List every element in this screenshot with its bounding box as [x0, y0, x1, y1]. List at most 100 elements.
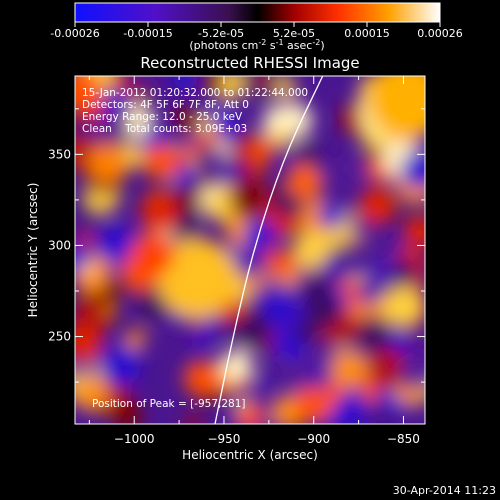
heatmap-cell: [184, 414, 201, 424]
heatmap-cell: [95, 225, 138, 267]
heatmap-cell: [103, 303, 116, 316]
heatmap-hotspot: [367, 76, 425, 140]
colorbar-tick-label: -0.00015: [123, 27, 172, 40]
colorbar-tick-label: 0.00026: [417, 27, 463, 40]
heatmap-cell: [142, 143, 179, 180]
heatmap-cell: [75, 358, 95, 379]
unit-sup: -2: [312, 38, 320, 47]
heatmap-hotspot: [157, 238, 238, 319]
colorbar-tick-label: -0.00026: [50, 27, 99, 40]
heatmap-cell: [241, 76, 285, 99]
x-tick-label: −900: [297, 432, 330, 446]
heatmap-cell: [277, 102, 313, 138]
heatmap-cell: [91, 228, 106, 243]
colorbar-tick-label: 5.2e-05: [273, 27, 315, 40]
heatmap-cell: [341, 154, 370, 183]
heatmap-cell: [99, 345, 142, 387]
heatmap-cell: [368, 347, 411, 390]
heatmap-cell: [139, 88, 154, 103]
heatmap-cell: [307, 364, 333, 390]
colorbar-tick-label: -5.2e-05: [198, 27, 244, 40]
annotation-clean-counts: Clean Total counts: 3.09E+03: [82, 123, 247, 135]
heatmap-cell: [77, 231, 94, 248]
y-tick-label: 350: [48, 147, 71, 161]
heatmap-cell: [75, 378, 109, 412]
unit-part: ): [320, 39, 324, 52]
heatmap-cell: [198, 76, 224, 93]
x-tick-label: −950: [207, 432, 240, 446]
footer-date: 30-Apr-2014 11:23: [393, 484, 496, 497]
unit-sup: -2: [258, 38, 266, 47]
heatmap-cell: [75, 243, 89, 272]
heatmap-cell: [114, 401, 143, 424]
heatmap-hotspot: [130, 232, 175, 277]
heatmap-cell: [382, 285, 424, 328]
heatmap-cell: [305, 292, 342, 328]
heatmap-cell: [318, 202, 345, 229]
annotation-peak-position: Position of Peak = [-957,281]: [92, 398, 246, 410]
y-tick-label: 300: [48, 238, 71, 252]
heatmap-cell: [272, 128, 291, 147]
heatmap-cell: [372, 257, 398, 284]
heatmap-cell: [229, 180, 267, 219]
x-tick-label: −1000: [114, 432, 155, 446]
colorbar-unit-label: (photons cm-2 s-1 asec-2): [189, 38, 324, 52]
heatmap-cell: [184, 361, 220, 397]
heatmap-cell: [186, 140, 202, 156]
heatmap-cell: [172, 105, 201, 134]
heatmap-cell: [293, 230, 332, 269]
unit-part: s: [266, 39, 275, 52]
heatmap-cell: [270, 251, 294, 274]
unit-sup: -1: [276, 38, 284, 47]
heatmap-cell: [75, 115, 82, 129]
heatmap-cell: [275, 77, 296, 98]
x-axis-ticks: −1000 −950 −900 −850: [88, 76, 420, 446]
heatmap-cell: [294, 385, 333, 424]
heatmap-cell: [242, 218, 277, 252]
colorbar: [74, 2, 441, 23]
annotation-time-range: 15-Jan-2012 01:20:32.000 to 01:22:44.000: [82, 87, 308, 99]
heatmap-image: [75, 76, 425, 424]
heatmap-hotspot: [331, 351, 368, 388]
heatmap-cell: [75, 76, 102, 112]
heatmap-cell: [220, 349, 254, 383]
heatmap-cell: [319, 255, 347, 283]
heatmap-cell: [125, 328, 146, 349]
heatmap-cell: [75, 325, 103, 363]
heatmap-cell: [214, 141, 230, 158]
y-axis-ticks: 250 300 350: [48, 108, 425, 383]
x-tick-label: −850: [387, 432, 420, 446]
y-tick-label: 250: [48, 330, 71, 344]
heatmap-cell: [357, 315, 392, 350]
heatmap-hotspot: [87, 143, 128, 184]
heatmap-cell: [192, 320, 205, 333]
chart-title: Reconstructed RHESSI Image: [140, 54, 359, 72]
heatmap-cell: [253, 374, 274, 395]
y-axis-label: Heliocentric Y (arcsec): [26, 183, 40, 318]
heatmap-cell: [296, 320, 320, 345]
heatmap-cell: [218, 159, 244, 185]
x-axis-label: Heliocentric X (arcsec): [182, 448, 318, 462]
unit-part: (photons cm: [189, 39, 258, 52]
annotation-detectors: Detectors: 4F 5F 6F 7F 8F, Att 0: [82, 99, 249, 111]
heatmap-cell: [174, 164, 198, 189]
heatmap-cell: [297, 142, 320, 164]
heatmap-cell: [281, 146, 301, 167]
plot-frame: [74, 75, 426, 425]
heatmap-cell: [140, 193, 179, 233]
heatmap-cell: [241, 132, 257, 149]
unit-part: asec: [284, 39, 313, 52]
solar-limb-curve: [214, 76, 324, 424]
heatmap-hotspot: [286, 163, 323, 200]
heatmap-cell: [403, 215, 425, 249]
heatmap-cell: [256, 76, 269, 88]
heatmap-cell: [400, 150, 425, 190]
heatmap-cell: [231, 309, 271, 349]
heatmap-cell: [413, 276, 425, 290]
colorbar-tick-label: 0.00015: [344, 27, 390, 40]
colorbar-ticks: -0.00026 -0.00015 -5.2e-05 5.2e-05 0.00015 0.…: [50, 22, 463, 40]
heatmap-cell: [358, 187, 397, 226]
heatmap-cell: [139, 76, 153, 86]
heatmap-cell: [356, 278, 384, 305]
